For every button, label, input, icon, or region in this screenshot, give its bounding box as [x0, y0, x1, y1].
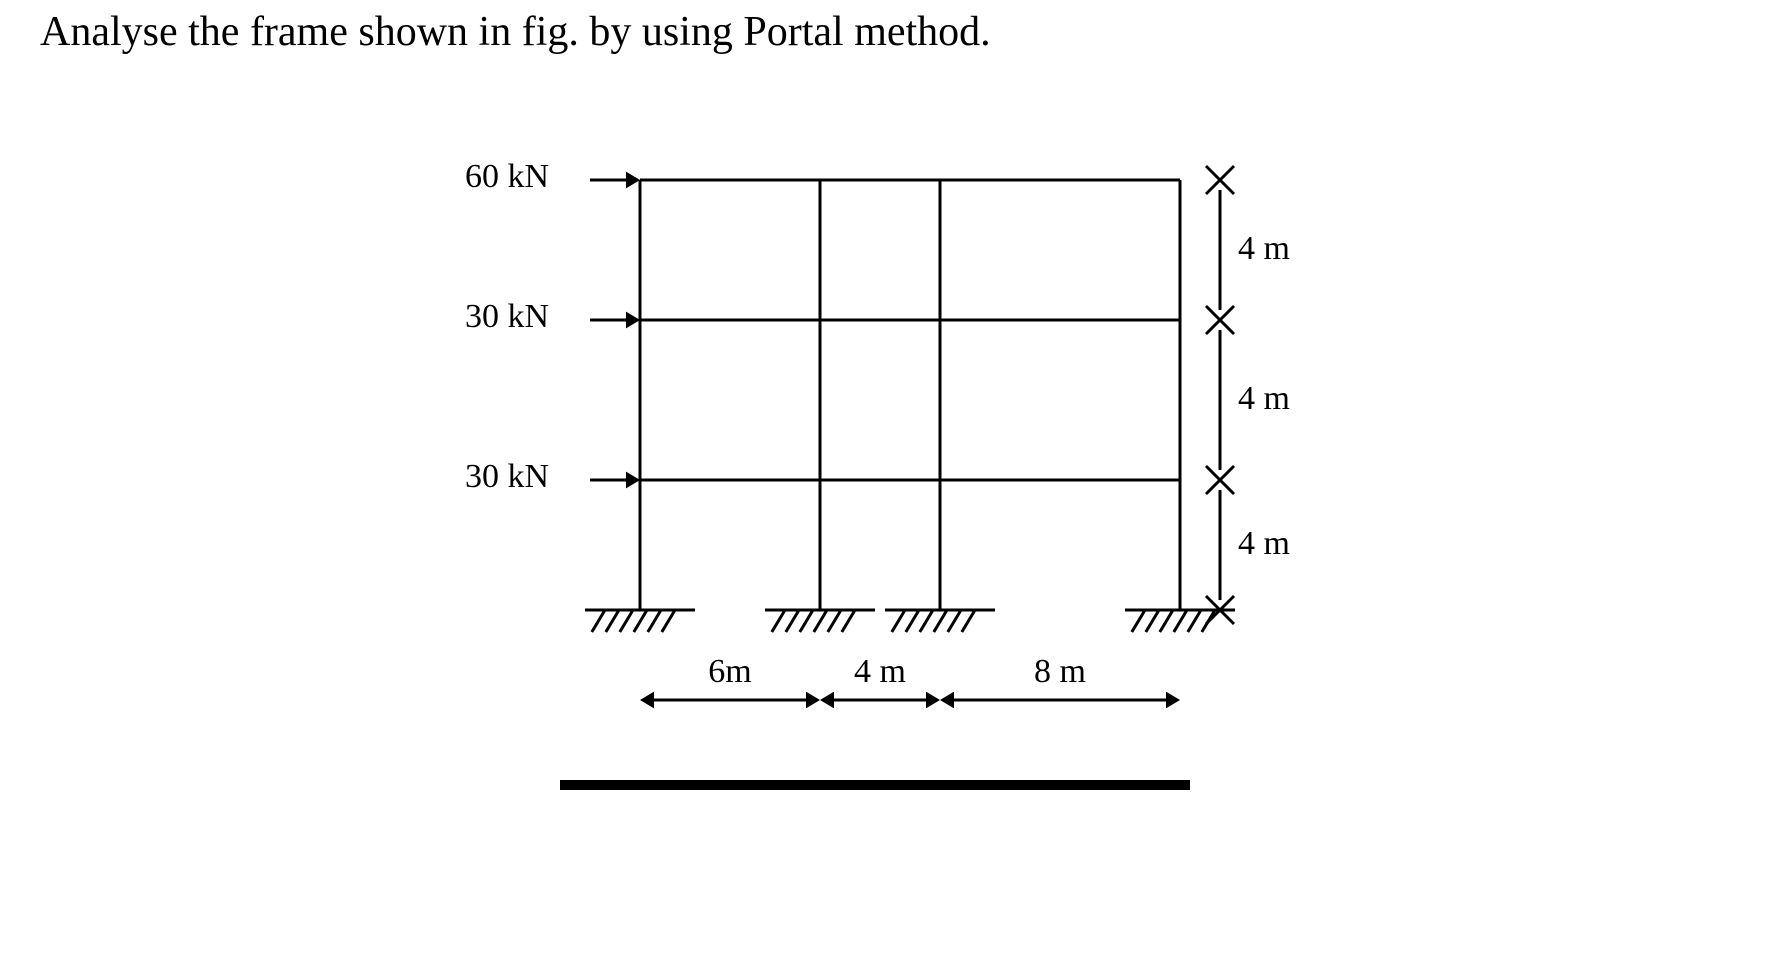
storey-label-2: 4 m — [1238, 525, 1290, 563]
load-label-0: 60 kN — [465, 158, 549, 196]
underline-bar — [560, 780, 1190, 790]
bay-label-2: 8 m — [1034, 653, 1086, 691]
bay-label-1: 4 m — [854, 653, 906, 691]
load-label-1: 30 kN — [465, 298, 549, 336]
bay-label-0: 6m — [708, 653, 751, 691]
storey-label-0: 4 m — [1238, 230, 1290, 268]
load-label-2: 30 kN — [465, 458, 549, 496]
storey-label-1: 4 m — [1238, 380, 1290, 418]
diagram-stage — [0, 0, 1778, 966]
frame-diagram — [0, 0, 1778, 966]
